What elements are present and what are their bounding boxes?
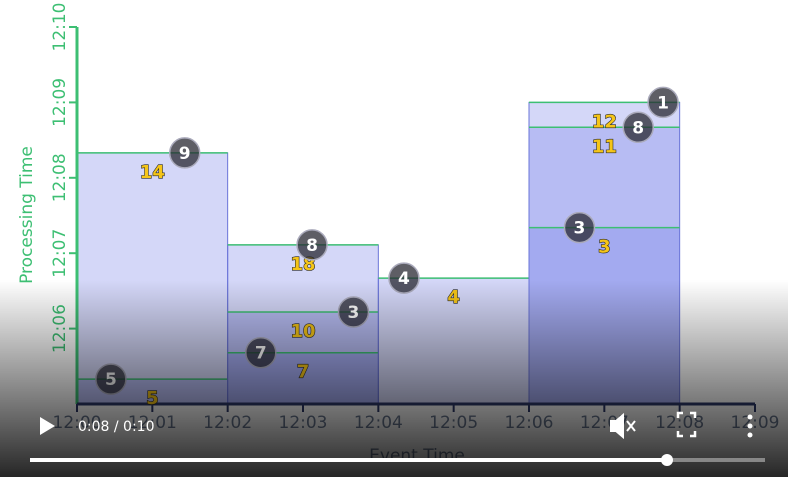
pane-sum: 3 [598,237,611,258]
data-point [647,86,679,119]
pane-sum: 12 [592,111,617,132]
progress-played [30,458,667,462]
data-point [296,229,328,261]
y-tick-label: 12:07 [50,229,70,278]
data-point [563,211,596,244]
point-label: 8 [632,118,644,138]
point-label: 9 [179,144,191,164]
control-shade [0,280,788,477]
mute-button[interactable] [610,412,636,440]
data-point [168,137,201,169]
point-label: 8 [306,236,318,256]
pane-sum: 11 [592,136,617,157]
y-tick-label: 12:10 [50,3,70,52]
point-label: 1 [657,93,669,113]
data-point [622,111,654,144]
y-tick-label: 12:09 [50,78,70,127]
more-button[interactable] [747,414,753,438]
controls: 0:08 / 0:10 [30,411,765,466]
point-label: 3 [574,219,586,239]
time-display: 0:08 / 0:10 [78,419,155,435]
play-button[interactable] [40,417,55,435]
progress-knob[interactable] [661,454,673,466]
y-tick-label: 12:08 [50,153,70,202]
y-axis-label: Processing Time [17,146,37,284]
fullscreen-button[interactable] [676,411,697,438]
pane-sum: 14 [140,162,165,183]
